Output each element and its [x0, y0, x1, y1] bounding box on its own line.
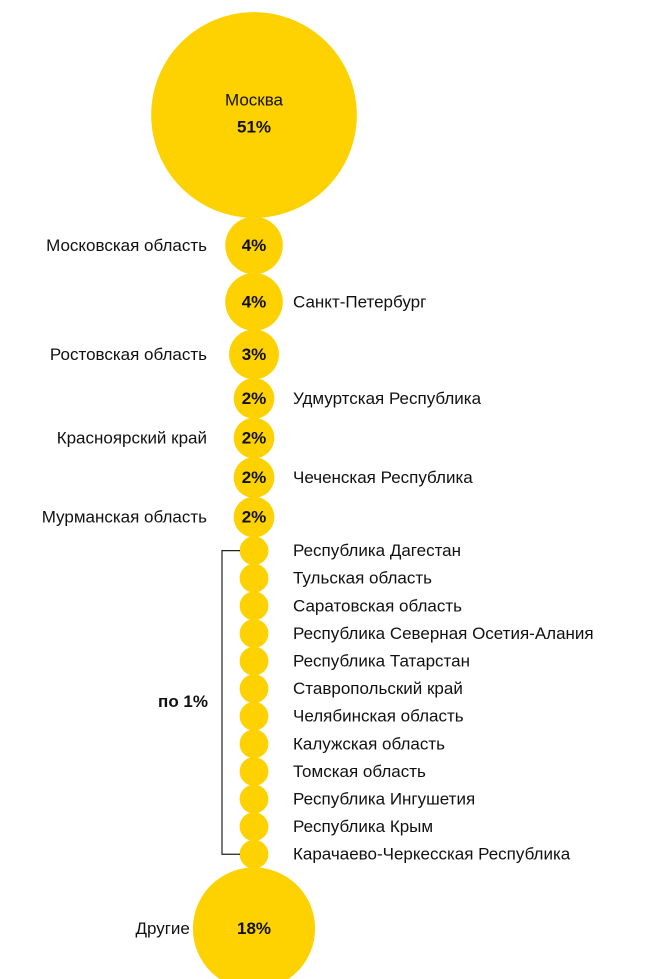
value-label: 2%	[242, 508, 267, 527]
value-label: 18%	[237, 919, 271, 938]
bubble	[239, 701, 269, 731]
category-label: Калужская область	[293, 734, 445, 753]
category-label: Республика Северная Осетия-Алания	[293, 624, 594, 643]
bubble	[225, 216, 283, 275]
category-label: Республика Дагестан	[293, 541, 461, 560]
group-bracket	[221, 550, 240, 855]
bubble	[233, 457, 275, 498]
bubble	[229, 329, 279, 380]
bubble	[151, 12, 357, 218]
value-label: 3%	[242, 345, 267, 364]
bubble	[239, 591, 269, 621]
category-label: Республика Крым	[293, 817, 433, 836]
bubble	[239, 729, 269, 759]
category-label: Карачаево-Черкесская Республика	[293, 845, 571, 864]
value-label: 2%	[242, 389, 267, 408]
category-label: Чеченская Республика	[293, 468, 473, 487]
category-label: Ставропольский край	[293, 679, 463, 698]
bubble	[239, 563, 269, 593]
value-label: 2%	[242, 468, 267, 487]
bubble	[192, 867, 316, 979]
category-label: Московская область	[46, 236, 207, 255]
category-label: Челябинская область	[293, 707, 464, 726]
category-label: Москва	[225, 90, 284, 109]
category-label: Красноярский край	[57, 428, 207, 447]
category-label: Республика Татарстан	[293, 652, 470, 671]
category-label: Тульская область	[293, 569, 432, 588]
bubble	[239, 646, 269, 676]
category-label: Удмуртская Республика	[293, 389, 482, 408]
category-label: Санкт-Петербург	[293, 292, 426, 311]
bubble	[239, 757, 269, 786]
bubble	[239, 619, 269, 648]
group-label: по 1%	[158, 692, 208, 711]
category-label: Мурманская область	[42, 508, 207, 527]
bubble	[233, 378, 275, 419]
value-label: 4%	[242, 236, 267, 255]
value-label: 51%	[237, 117, 271, 136]
bubble	[233, 417, 275, 459]
category-label: Саратовская область	[293, 596, 462, 615]
category-label: Другие	[135, 919, 189, 938]
bubble	[233, 496, 275, 538]
category-label: Томская область	[293, 762, 426, 781]
bubble	[239, 812, 269, 842]
category-label: Ростовская область	[50, 345, 207, 364]
value-label: 2%	[242, 428, 267, 447]
bubble	[225, 273, 283, 331]
bubble	[239, 784, 269, 814]
value-label: 4%	[242, 292, 267, 311]
bubble	[239, 839, 269, 869]
bubble	[239, 674, 269, 704]
bubble	[239, 536, 269, 566]
category-label: Республика Ингушетия	[293, 790, 475, 809]
